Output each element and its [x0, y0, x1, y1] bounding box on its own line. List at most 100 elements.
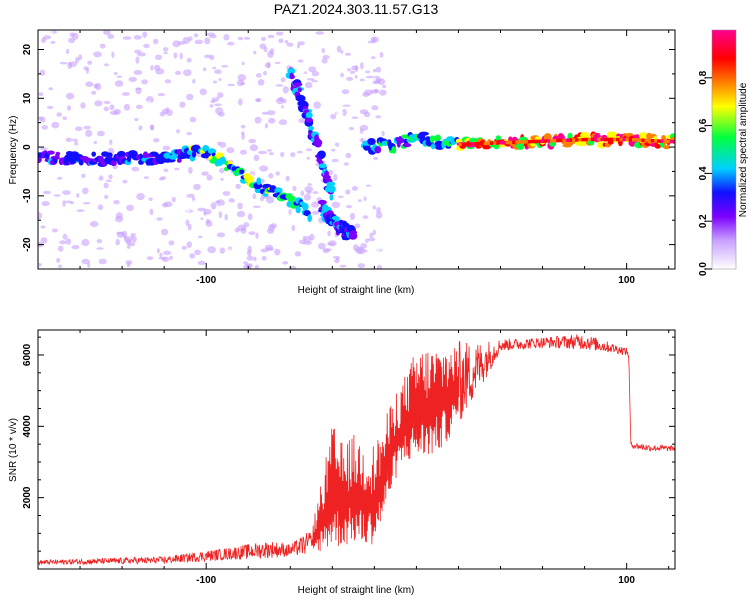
y-tick-label: 4000 — [22, 415, 33, 438]
ridge-band-mark — [493, 141, 497, 145]
noise-blob — [209, 91, 219, 99]
noise-blob — [228, 198, 235, 203]
noise-blob — [371, 105, 379, 111]
noise-blob — [81, 173, 86, 179]
noise-blob — [150, 65, 154, 71]
snr-frame — [37, 329, 676, 570]
spectrogram-x-label: Height of straight line (km) — [298, 285, 415, 296]
noise-blob — [38, 263, 42, 267]
ridge-band-mark — [644, 138, 649, 143]
ridge-band-mark — [518, 140, 522, 144]
noise-blob — [204, 37, 211, 45]
noise-blob — [219, 247, 226, 254]
noise-blob — [174, 167, 180, 171]
noise-blob — [59, 240, 67, 245]
noise-blob — [38, 92, 44, 96]
noise-blob — [210, 202, 217, 210]
noise-blob — [135, 56, 140, 64]
noise-blob — [246, 250, 252, 257]
noise-blob — [108, 174, 113, 180]
noise-blob — [105, 225, 112, 230]
noise-blob — [96, 247, 104, 250]
x-tick-label: -100 — [196, 575, 216, 586]
noise-blob — [186, 241, 192, 249]
noise-blob — [246, 266, 252, 269]
noise-blob — [85, 81, 94, 87]
ridge-mark — [126, 155, 132, 163]
noise-blob — [248, 138, 257, 144]
noise-blob — [148, 197, 153, 201]
noise-blob — [341, 89, 350, 95]
ridge-band-mark — [471, 142, 475, 146]
noise-blob — [67, 105, 72, 111]
x-tick-label: 100 — [618, 575, 635, 586]
noise-blob — [373, 156, 379, 161]
noise-blob — [282, 261, 289, 265]
noise-blob — [375, 115, 382, 119]
noise-blob — [213, 80, 217, 84]
noise-blob — [367, 40, 374, 44]
ridge-mark — [176, 157, 182, 163]
noise-blob — [322, 248, 330, 254]
ridge-band-mark — [657, 139, 661, 143]
noise-blob — [94, 100, 103, 107]
noise-blob — [122, 36, 132, 40]
noise-blob — [266, 228, 275, 234]
noise-blob — [312, 210, 320, 215]
noise-blob — [303, 194, 312, 201]
noise-blob — [345, 152, 352, 159]
noise-blob — [278, 96, 284, 102]
noise-blob — [38, 212, 43, 220]
y-tick-label: 0 — [22, 144, 33, 150]
noise-blob — [381, 130, 385, 137]
ridge-mark — [297, 87, 302, 93]
noise-blob — [271, 241, 279, 247]
noise-blob — [319, 182, 326, 186]
noise-blob — [146, 256, 154, 261]
noise-blob — [372, 229, 377, 235]
noise-blob — [46, 105, 54, 110]
noise-blob — [160, 228, 169, 236]
noise-blob — [103, 30, 111, 36]
noise-blob — [83, 201, 91, 205]
ridge-mark — [516, 142, 525, 150]
ridge-mark — [191, 151, 197, 158]
noise-blob — [202, 67, 207, 72]
noise-blob — [51, 228, 58, 233]
noise-blob — [240, 227, 247, 234]
noise-blob — [274, 248, 281, 256]
noise-blob — [267, 50, 274, 58]
noise-blob — [360, 33, 366, 38]
noise-blob — [307, 33, 312, 38]
noise-blob — [326, 140, 333, 146]
ridge-mark — [397, 136, 404, 144]
noise-blob — [289, 265, 297, 269]
noise-blob — [62, 116, 67, 120]
noise-blob — [255, 232, 259, 239]
noise-blob — [275, 31, 284, 36]
noise-blob — [363, 196, 367, 201]
noise-blob — [220, 177, 224, 181]
ridge-band-mark — [474, 142, 478, 146]
noise-blob — [168, 240, 175, 246]
noise-blob — [161, 202, 168, 208]
noise-blob — [366, 184, 372, 188]
noise-blob — [275, 171, 281, 176]
noise-blob — [270, 223, 277, 229]
ridge-band-mark — [572, 138, 576, 142]
noise-blob — [115, 212, 123, 220]
noise-blob — [76, 193, 80, 198]
ridge-band-mark — [666, 139, 671, 144]
noise-blob — [259, 165, 269, 172]
noise-blob — [322, 55, 330, 60]
y-tick-label: 6000 — [22, 343, 33, 366]
noise-blob — [132, 250, 138, 255]
ridge-mark — [302, 203, 309, 211]
noise-blob — [243, 261, 249, 265]
noise-blob — [346, 76, 354, 81]
noise-blob — [50, 50, 57, 58]
noise-blob — [186, 132, 192, 136]
noise-blob — [122, 179, 128, 184]
noise-blob — [75, 56, 80, 64]
